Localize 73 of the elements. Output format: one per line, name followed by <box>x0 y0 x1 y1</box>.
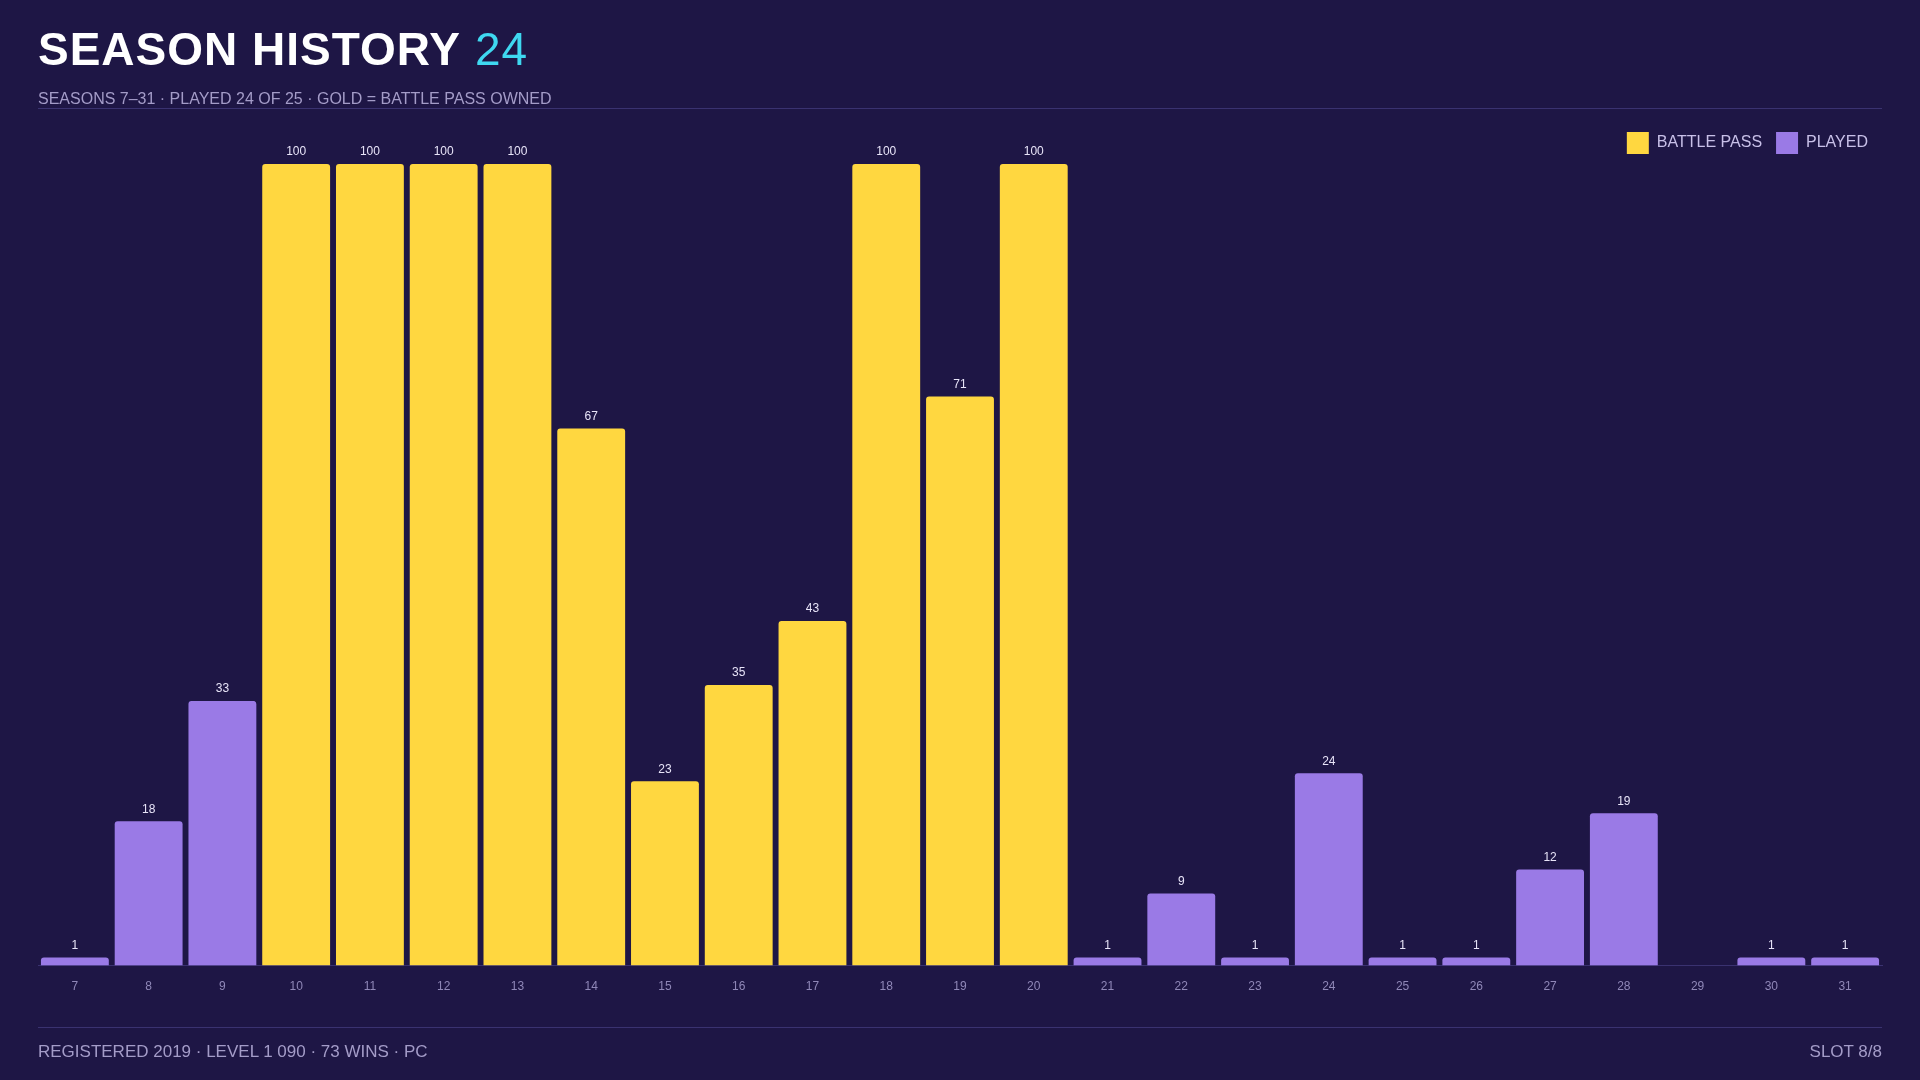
data-label: 1 <box>1768 937 1776 952</box>
data-label: 18 <box>141 801 156 816</box>
x-tick-label: 16 <box>732 979 746 994</box>
bar <box>557 428 626 966</box>
x-tick-label: 23 <box>1248 979 1263 994</box>
x-tick-label: 7 <box>71 979 79 994</box>
legend-label: BATTLE PASS <box>1656 133 1763 151</box>
data-label: 100 <box>876 144 897 159</box>
text: 24 <box>474 23 529 75</box>
x-tick-label: 29 <box>1690 979 1705 994</box>
bar <box>1516 869 1585 966</box>
data-label: 23 <box>658 761 672 776</box>
data-label: 1 <box>1104 937 1112 952</box>
text: REGISTERED 2019 · LEVEL 1 090 · 73 WINS · PC <box>38 1042 428 1062</box>
bar <box>1147 893 1216 966</box>
data-label: 1 <box>1841 937 1849 952</box>
data-label: 100 <box>433 144 455 159</box>
bar <box>926 396 994 966</box>
x-tick-label: 26 <box>1469 979 1484 994</box>
x-tick-label: 8 <box>145 979 153 994</box>
x-tick-label: 30 <box>1764 979 1779 994</box>
bar <box>778 620 847 966</box>
data-label: 12 <box>1543 849 1558 864</box>
data-label: 9 <box>1177 873 1185 888</box>
x-tick-label: 10 <box>289 979 304 994</box>
text: SLOT 8/8 <box>1809 1042 1882 1062</box>
legend-label: PLAYED <box>1806 133 1868 151</box>
bar <box>114 821 183 966</box>
data-label: 43 <box>805 601 820 616</box>
bar <box>262 164 331 966</box>
x-tick-label: 9 <box>219 979 227 994</box>
x-tick-label: 20 <box>1027 979 1041 994</box>
x-tick-label: 12 <box>437 979 451 994</box>
x-tick-label: 14 <box>584 979 599 994</box>
data-label: 35 <box>732 665 746 680</box>
x-tick-label: 15 <box>658 979 672 994</box>
bar <box>704 685 773 966</box>
data-label: 1 <box>1472 937 1480 952</box>
bar <box>409 164 478 966</box>
x-tick-label: 22 <box>1174 979 1189 994</box>
bar <box>335 164 404 966</box>
data-label: 24 <box>1322 753 1336 768</box>
data-label: 100 <box>507 144 528 159</box>
x-tick-label: 21 <box>1100 979 1115 994</box>
data-label: 100 <box>359 144 381 159</box>
data-label: 19 <box>1617 793 1631 808</box>
chart-subtitle: SEASONS 7–31 · PLAYED 24 OF 25 · GOLD = BATTLE PASS OWNED <box>38 90 552 108</box>
bar <box>631 781 699 966</box>
data-label: 1 <box>71 937 79 952</box>
x-tick-label: 17 <box>805 979 820 994</box>
data-label: 1 <box>1251 937 1259 952</box>
bar <box>1589 813 1658 966</box>
bar <box>852 164 921 966</box>
x-tick-label: 24 <box>1322 979 1336 994</box>
bar <box>483 164 552 966</box>
x-tick-label: 25 <box>1395 979 1410 994</box>
x-tick-label: 31 <box>1838 979 1853 994</box>
chart-title: SEASON HISTORY <box>38 23 461 75</box>
x-tick-label: 19 <box>953 979 967 994</box>
bar <box>188 701 257 966</box>
bar <box>999 164 1068 966</box>
x-tick-label: 13 <box>510 979 525 994</box>
data-label: 100 <box>286 144 307 159</box>
data-label: 71 <box>953 376 967 391</box>
x-tick-label: 11 <box>363 979 377 994</box>
data-label: 33 <box>215 681 230 696</box>
x-tick-label: 27 <box>1543 979 1558 994</box>
data-label: 100 <box>1023 144 1045 159</box>
bar <box>1294 773 1363 966</box>
x-tick-label: 18 <box>879 979 894 994</box>
data-label: 67 <box>584 408 599 423</box>
data-label: 1 <box>1399 937 1407 952</box>
x-tick-label: 28 <box>1617 979 1631 994</box>
